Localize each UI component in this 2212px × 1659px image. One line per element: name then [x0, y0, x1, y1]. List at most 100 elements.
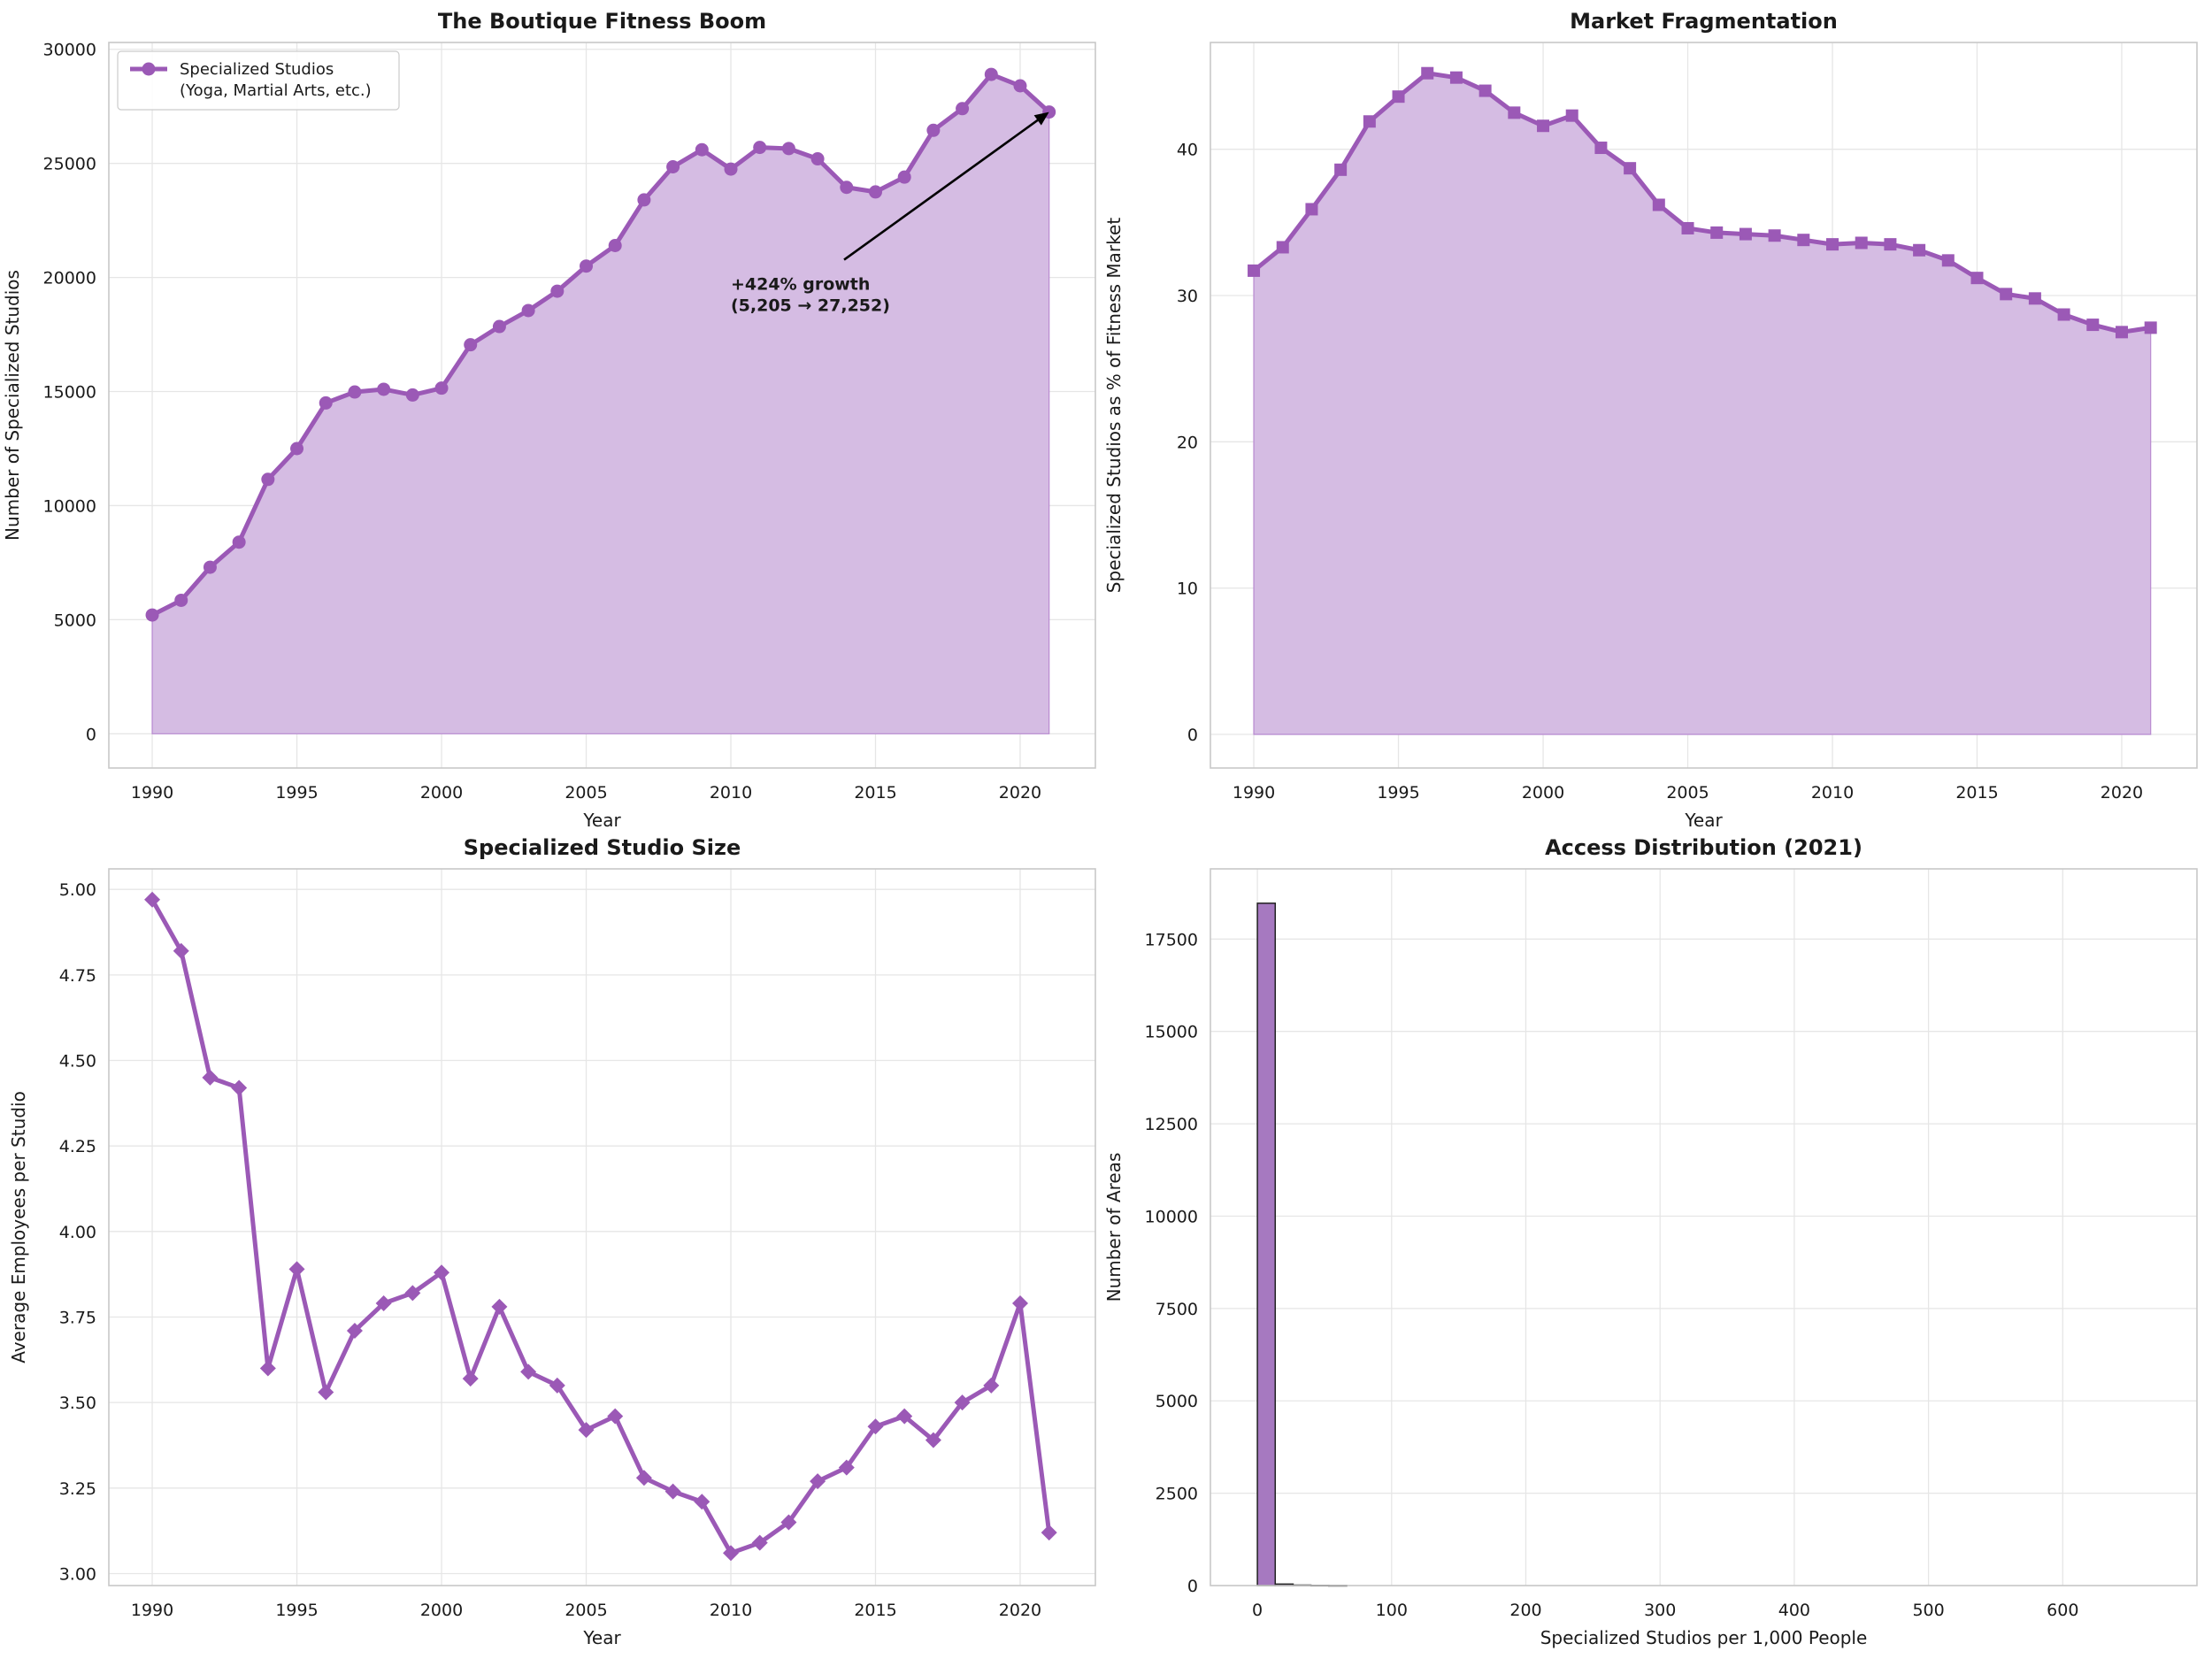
- data-point: [2115, 326, 2128, 339]
- x-axis-label: Year: [1684, 810, 1723, 831]
- x-tick-label: 500: [1912, 1601, 1944, 1620]
- chart-panel-3: 1990 1995 2000 2005 2010 2015 2020 3.00 3.25 3.50…: [8, 835, 1096, 1648]
- x-tick-label: 2000: [420, 1601, 463, 1620]
- y-tick-label: 10000: [43, 496, 96, 516]
- data-point: [231, 1079, 248, 1096]
- annotation-text: +424% growth: [731, 275, 870, 295]
- x-tick-label: 300: [1644, 1601, 1676, 1620]
- y-tick-label: 20: [1177, 433, 1198, 452]
- x-tick-label: 2005: [565, 783, 607, 803]
- annotation-arrow: [843, 115, 1044, 261]
- x-tick-label: 2015: [854, 783, 896, 803]
- x-tick-label: 0: [1252, 1601, 1263, 1620]
- data-point: [810, 152, 825, 166]
- plot-frame: [1210, 868, 2198, 1586]
- x-tick-label: 2005: [565, 1601, 607, 1620]
- annotation-subtext: (5,205 → 27,252): [731, 296, 890, 316]
- data-point: [925, 1432, 941, 1448]
- histogram-bar: [1256, 902, 1277, 1586]
- annotation-arrowhead: [1033, 111, 1049, 126]
- x-tick-label: 600: [2047, 1601, 2078, 1620]
- data-point: [956, 102, 970, 116]
- data-point: [1508, 106, 1521, 119]
- data-point: [173, 942, 189, 959]
- y-tick-label: 2500: [1156, 1485, 1198, 1504]
- y-tick-label: 25000: [43, 155, 96, 174]
- chart-title: The Boutique Fitness Boom: [438, 9, 766, 34]
- y-tick-label: 3.50: [59, 1394, 96, 1413]
- plot-frame: [108, 868, 1096, 1586]
- legend-label: Specialized Studios: [180, 60, 334, 79]
- data-point: [145, 608, 159, 622]
- data-point: [290, 442, 304, 456]
- data-point: [1855, 236, 1868, 250]
- y-tick-label: 3.75: [59, 1308, 96, 1327]
- data-point: [318, 1384, 334, 1401]
- data-point: [664, 1483, 681, 1500]
- data-point: [549, 1377, 565, 1394]
- chart-title: Market Fragmentation: [1570, 9, 1838, 34]
- data-point: [840, 180, 854, 195]
- x-tick-label: 2015: [854, 1601, 896, 1620]
- data-point: [462, 1371, 479, 1387]
- chart-title: Specialized Studio Size: [464, 835, 741, 860]
- x-axis-label: Specialized Studios per 1,000 People: [1540, 1627, 1868, 1648]
- data-point: [1739, 227, 1752, 241]
- x-axis-label: Year: [582, 1627, 621, 1648]
- y-tick-label: 15000: [43, 383, 96, 403]
- y-tick-label: 20000: [43, 269, 96, 288]
- data-point: [751, 1534, 768, 1551]
- data-point: [695, 142, 709, 157]
- x-tick-label: 2010: [1811, 783, 1854, 803]
- plot-frame: [108, 42, 1096, 769]
- data-point: [319, 396, 333, 410]
- legend-label-sub: (Yoga, Martial Arts, etc.): [180, 81, 372, 100]
- data-point: [954, 1394, 971, 1411]
- y-tick-label: 5.00: [59, 880, 96, 900]
- y-axis-label: Specialized Studios as % of Fitness Mark…: [1103, 218, 1125, 594]
- data-point: [1681, 221, 1694, 234]
- x-tick-label: 1990: [1233, 783, 1275, 803]
- data-point: [1826, 238, 1839, 251]
- data-point: [897, 170, 911, 184]
- legend-marker: [142, 62, 156, 76]
- data-point: [984, 67, 998, 81]
- y-tick-label: 3.00: [59, 1564, 96, 1584]
- x-tick-label: 2010: [710, 783, 752, 803]
- data-point: [635, 1470, 652, 1486]
- data-point: [1449, 71, 1463, 84]
- data-point: [867, 1418, 884, 1435]
- data-point: [1479, 84, 1492, 97]
- data-point: [1392, 90, 1405, 104]
- data-point: [868, 185, 882, 199]
- data-point: [1624, 162, 1637, 175]
- y-tick-label: 4.75: [59, 966, 96, 986]
- x-tick-label: 400: [1778, 1601, 1810, 1620]
- y-tick-label: 4.00: [59, 1223, 96, 1242]
- data-point: [1941, 254, 1955, 267]
- data-point: [492, 319, 506, 334]
- data-point: [174, 593, 188, 607]
- x-tick-label: 1995: [1377, 783, 1419, 803]
- data-point: [1334, 163, 1348, 176]
- legend-box: [117, 50, 400, 111]
- y-tick-label: 30: [1177, 287, 1198, 306]
- area-fill: [151, 73, 1050, 734]
- y-tick-label: 3.25: [59, 1479, 96, 1499]
- data-point: [1797, 234, 1810, 247]
- data-point: [375, 1295, 392, 1312]
- data-point: [1537, 119, 1550, 133]
- x-tick-label: 200: [1509, 1601, 1541, 1620]
- chart-panel-4: 0 100 200 300 400 500 600 0 2500 5000 7500 10000 125…: [1103, 835, 2198, 1648]
- y-axis-label: Number of Areas: [1103, 1153, 1125, 1302]
- data-point: [144, 891, 161, 908]
- data-point: [377, 382, 391, 396]
- data-point: [983, 1377, 1000, 1394]
- data-point: [2000, 288, 2013, 301]
- data-point: [203, 560, 217, 574]
- data-point: [838, 1459, 855, 1476]
- chart-panel-1: 1990 1995 2000 2005 2010 2015 2020 0 5000 10000 15…: [2, 9, 1096, 831]
- data-point: [753, 141, 767, 155]
- y-tick-label: 5000: [1156, 1392, 1198, 1411]
